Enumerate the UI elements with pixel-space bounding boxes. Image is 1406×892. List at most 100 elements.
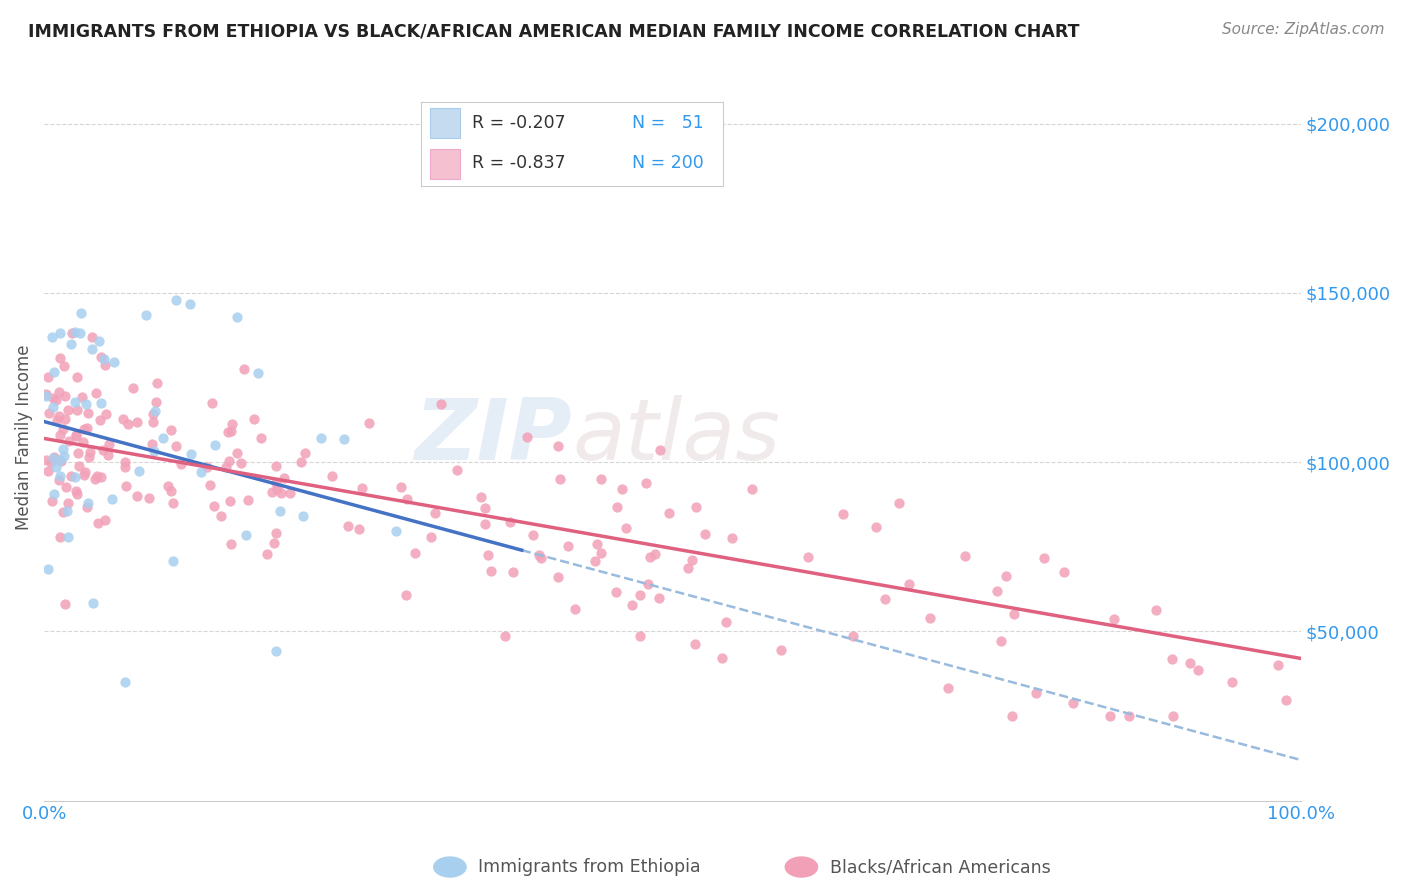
Point xyxy=(918,611,941,625)
Point xyxy=(51,422,73,436)
Point xyxy=(100,492,122,507)
Point xyxy=(429,397,451,411)
Point xyxy=(235,528,257,542)
Point xyxy=(70,306,93,320)
Point xyxy=(157,479,180,493)
Point xyxy=(56,496,79,510)
Point xyxy=(82,329,104,343)
Point xyxy=(620,598,643,612)
Point xyxy=(66,370,89,384)
Point xyxy=(359,416,381,430)
Point xyxy=(93,443,115,458)
Point xyxy=(292,508,315,523)
Point xyxy=(49,326,72,340)
Point xyxy=(48,469,70,483)
Point xyxy=(585,537,607,551)
Point xyxy=(41,493,63,508)
Point xyxy=(42,391,65,405)
Point xyxy=(770,643,793,657)
Point xyxy=(37,369,59,384)
Point xyxy=(516,430,538,444)
Point xyxy=(644,547,666,561)
Text: IMMIGRANTS FROM ETHIOPIA VS BLACK/AFRICAN AMERICAN MEDIAN FAMILY INCOME CORRELAT: IMMIGRANTS FROM ETHIOPIA VS BLACK/AFRICA… xyxy=(28,22,1080,40)
Text: Immigrants from Ethiopia: Immigrants from Ethiopia xyxy=(478,858,700,876)
Point xyxy=(1053,565,1076,579)
Point xyxy=(89,413,111,427)
Point xyxy=(638,549,661,564)
Point xyxy=(1002,607,1025,621)
Point xyxy=(865,520,887,534)
Point xyxy=(56,403,79,417)
Point xyxy=(66,487,89,501)
Point xyxy=(76,421,98,435)
Point xyxy=(243,411,266,425)
Point xyxy=(280,486,302,500)
Point xyxy=(385,524,408,538)
Point xyxy=(48,409,70,423)
Point xyxy=(75,397,97,411)
Point xyxy=(250,431,273,445)
Point xyxy=(1161,709,1184,723)
Point xyxy=(1118,709,1140,723)
Point xyxy=(45,412,67,426)
Point xyxy=(90,350,112,364)
Point xyxy=(710,651,733,665)
Point xyxy=(165,293,187,307)
Point xyxy=(221,424,243,438)
Point xyxy=(60,326,83,340)
Point xyxy=(76,500,98,514)
Point xyxy=(477,548,499,562)
Point xyxy=(138,491,160,505)
Point xyxy=(35,387,58,401)
Point xyxy=(87,516,110,531)
Point xyxy=(270,486,292,500)
Point xyxy=(190,466,212,480)
Point xyxy=(231,456,253,470)
Point xyxy=(1187,663,1209,677)
Point xyxy=(162,554,184,568)
Point xyxy=(111,412,134,426)
Point xyxy=(1161,652,1184,666)
Point xyxy=(69,326,91,341)
Point xyxy=(160,483,183,498)
Point xyxy=(67,459,90,474)
Point xyxy=(1001,709,1024,723)
Point xyxy=(72,435,94,450)
Point xyxy=(605,584,627,599)
Point xyxy=(122,381,145,395)
Point xyxy=(990,634,1012,648)
Point xyxy=(49,454,72,468)
Point xyxy=(117,417,139,432)
Point xyxy=(547,570,569,584)
Point xyxy=(1178,656,1201,670)
Point xyxy=(37,562,59,576)
Point xyxy=(114,460,136,475)
Point xyxy=(162,495,184,509)
Point xyxy=(1267,657,1289,672)
Point xyxy=(494,629,516,643)
Point xyxy=(38,405,60,419)
Point xyxy=(195,459,218,474)
Point xyxy=(349,522,371,536)
Point xyxy=(42,451,65,466)
Point xyxy=(479,564,502,578)
Point xyxy=(63,325,86,339)
Point xyxy=(547,439,569,453)
Point xyxy=(145,403,167,417)
Point xyxy=(94,407,117,421)
Point xyxy=(628,629,651,643)
Point xyxy=(634,475,657,490)
Point xyxy=(200,478,222,492)
Point xyxy=(55,480,77,494)
Point xyxy=(97,449,120,463)
Point xyxy=(938,681,960,695)
Point xyxy=(204,438,226,452)
Point xyxy=(39,454,62,468)
Point xyxy=(52,505,75,519)
Point xyxy=(94,358,117,372)
Point xyxy=(65,394,87,409)
Point xyxy=(221,417,243,431)
Point xyxy=(44,450,66,464)
Point xyxy=(246,366,269,380)
Point xyxy=(420,530,443,544)
